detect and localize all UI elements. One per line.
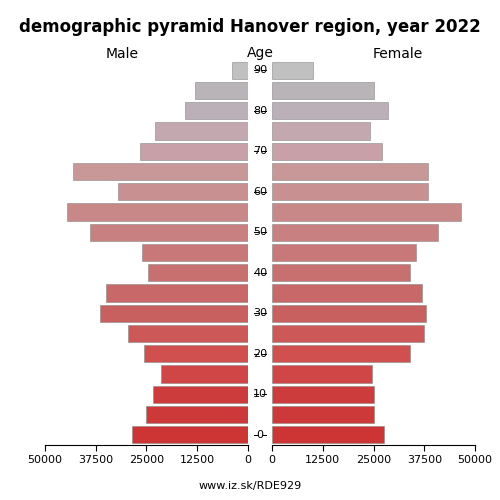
Text: 70: 70 — [253, 146, 267, 156]
Bar — [272, 163, 428, 180]
Bar — [90, 224, 248, 241]
Bar — [272, 406, 374, 423]
Text: 0: 0 — [256, 430, 264, 440]
Bar — [154, 122, 248, 140]
Bar — [118, 183, 248, 200]
Bar — [272, 325, 424, 342]
Bar — [106, 284, 248, 302]
Bar — [272, 264, 410, 281]
Bar — [272, 224, 438, 241]
Bar — [132, 426, 248, 444]
Bar — [128, 325, 248, 342]
Text: 60: 60 — [253, 186, 267, 196]
Text: 80: 80 — [253, 106, 267, 116]
Bar — [142, 244, 248, 261]
Bar — [195, 82, 248, 99]
Bar — [152, 386, 248, 403]
Bar — [272, 183, 428, 200]
Bar — [148, 264, 248, 281]
Text: 30: 30 — [253, 308, 267, 318]
Bar — [232, 62, 248, 78]
Bar — [272, 102, 388, 120]
Text: Female: Female — [373, 46, 423, 60]
Bar — [160, 366, 248, 382]
Bar — [272, 366, 372, 382]
Bar — [272, 284, 422, 302]
Bar — [272, 426, 384, 444]
Bar — [185, 102, 248, 120]
Bar — [100, 304, 248, 322]
Bar — [272, 386, 374, 403]
Bar — [272, 244, 416, 261]
Bar — [144, 345, 248, 362]
Text: 90: 90 — [253, 65, 267, 75]
Bar — [272, 142, 382, 160]
Bar — [272, 345, 410, 362]
Text: 40: 40 — [253, 268, 267, 278]
Text: 20: 20 — [253, 349, 267, 359]
Bar — [68, 204, 248, 220]
Bar — [272, 204, 461, 220]
Text: www.iz.sk/RDE929: www.iz.sk/RDE929 — [198, 481, 302, 491]
Bar — [272, 304, 426, 322]
Text: 10: 10 — [253, 390, 267, 400]
Bar — [272, 62, 312, 78]
Bar — [272, 122, 370, 140]
Text: Age: Age — [246, 46, 274, 60]
Bar — [140, 142, 248, 160]
Bar — [272, 82, 374, 99]
Text: Male: Male — [106, 46, 138, 60]
Text: 50: 50 — [253, 227, 267, 237]
Bar — [146, 406, 248, 423]
Bar — [74, 163, 248, 180]
Text: demographic pyramid Hanover region, year 2022: demographic pyramid Hanover region, year… — [19, 18, 481, 36]
